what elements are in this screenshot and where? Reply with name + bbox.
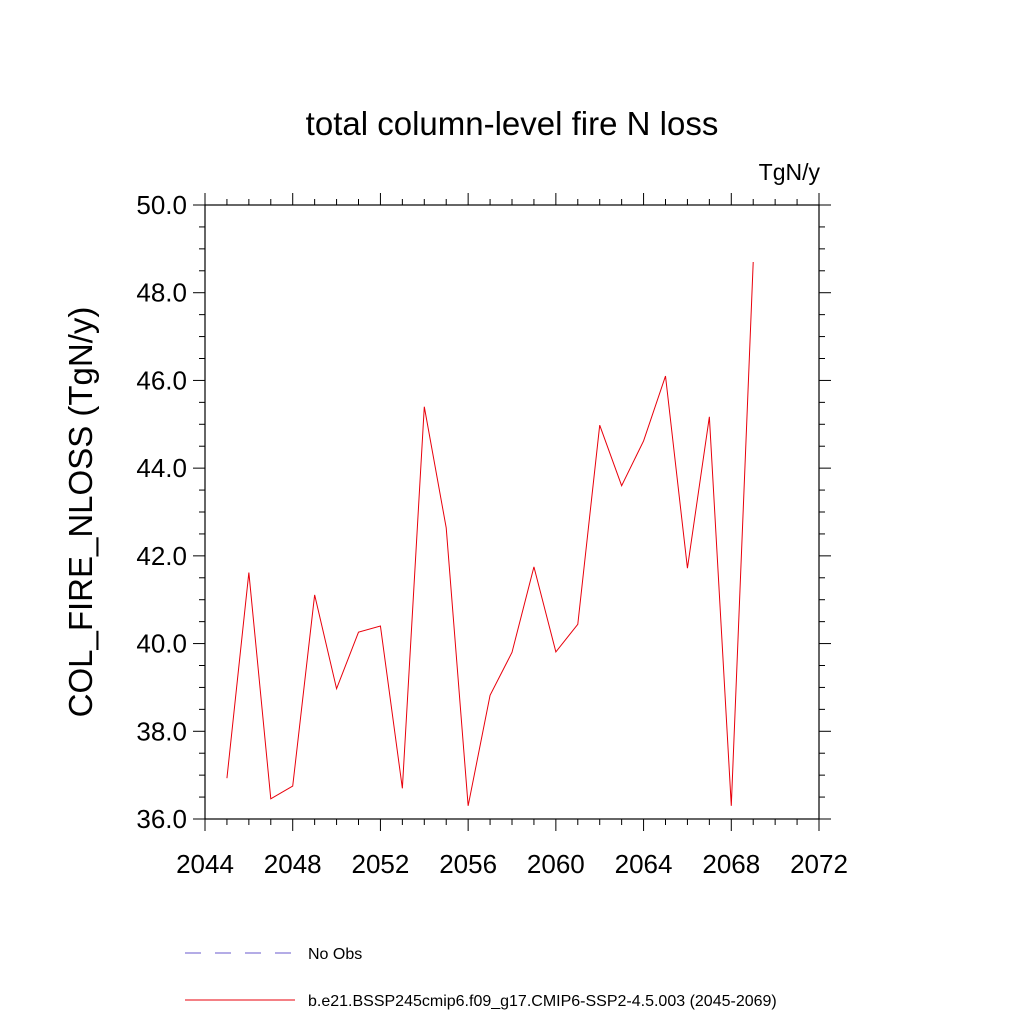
y-tick-label: 50.0 <box>136 190 187 220</box>
y-tick-label: 48.0 <box>136 278 187 308</box>
units-label: TgN/y <box>759 159 821 185</box>
chart-title: total column-level fire N loss <box>306 105 719 142</box>
x-tick-label: 2072 <box>790 849 848 879</box>
y-tick-label: 40.0 <box>136 629 187 659</box>
x-tick-label: 2068 <box>702 849 760 879</box>
y-tick-label: 42.0 <box>136 541 187 571</box>
legend-label-model: b.e21.BSSP245cmip6.f09_g17.CMIP6-SSP2-4.… <box>308 993 777 1010</box>
x-tick-label: 2052 <box>352 849 410 879</box>
x-tick-label: 2060 <box>527 849 585 879</box>
x-tick-label: 2044 <box>176 849 234 879</box>
x-axis: 2044 2048 2052 2056 2060 2064 2068 2072 <box>176 193 848 879</box>
y-axis: 36.0 38.0 40.0 42.0 44.0 46.0 48.0 50.0 <box>136 190 831 834</box>
series-layer <box>226 261 754 806</box>
y-tick-label: 44.0 <box>136 453 187 483</box>
legend-label-no-obs: No Obs <box>308 946 362 963</box>
y-axis-label: COL_FIRE_NLOSS (TgN/y) <box>62 307 99 718</box>
x-tick-label: 2056 <box>439 849 497 879</box>
y-tick-label: 46.0 <box>136 365 187 395</box>
y-tick-label: 36.0 <box>136 804 187 834</box>
series-line-0 <box>226 261 754 806</box>
x-tick-label: 2048 <box>264 849 322 879</box>
legend: No Obs b.e21.BSSP245cmip6.f09_g17.CMIP6-… <box>185 946 777 1010</box>
y-tick-label: 38.0 <box>136 716 187 746</box>
x-tick-label: 2064 <box>615 849 673 879</box>
